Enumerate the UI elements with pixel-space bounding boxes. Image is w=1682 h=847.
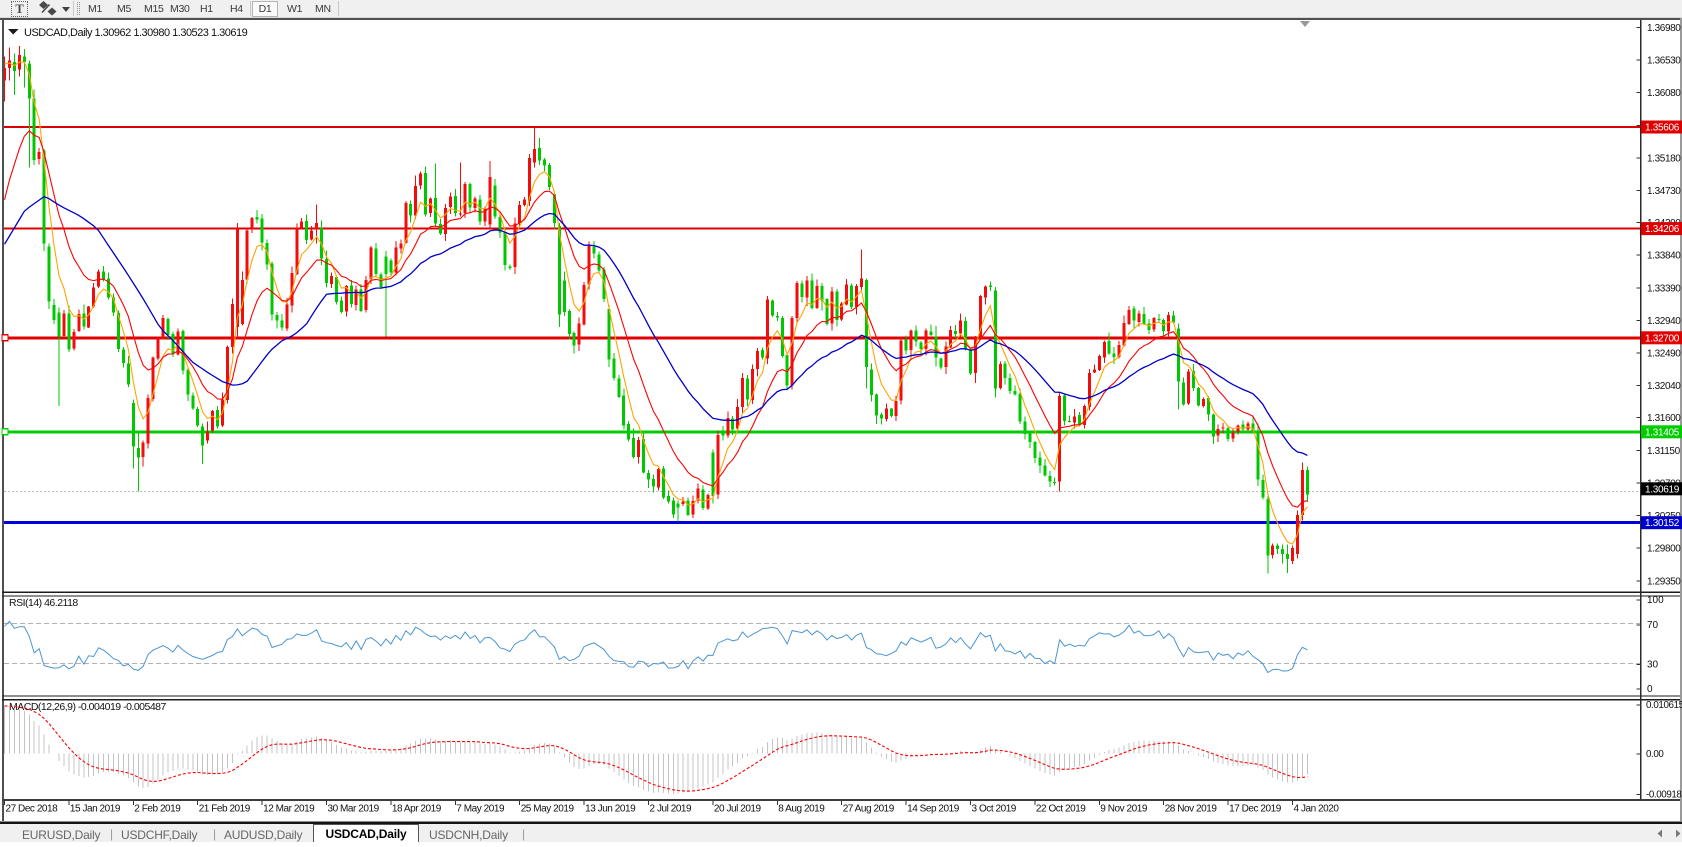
svg-text:1.33390: 1.33390 [1647,283,1681,294]
svg-text:1.35606: 1.35606 [1645,123,1680,134]
svg-text:MACD(12,26,9) -0.004019 -0.005: MACD(12,26,9) -0.004019 -0.005487 [9,701,167,713]
svg-text:20 Jul 2019: 20 Jul 2019 [714,804,762,815]
svg-text:1.32700: 1.32700 [1645,333,1680,344]
svg-text:13 Jun 2019: 13 Jun 2019 [585,804,636,815]
svg-text:1.29350: 1.29350 [1647,576,1681,587]
svg-text:1.32490: 1.32490 [1647,349,1681,360]
svg-text:8 Aug 2019: 8 Aug 2019 [778,804,825,815]
svg-text:70: 70 [1647,620,1659,631]
svg-text:1.32940: 1.32940 [1647,316,1681,327]
svg-text:0.010615: 0.010615 [1646,700,1682,711]
svg-text:-0.00918: -0.00918 [1646,790,1682,801]
svg-text:0.00: 0.00 [1646,749,1664,760]
svg-text:2 Jul 2019: 2 Jul 2019 [650,804,693,815]
svg-text:1.36980: 1.36980 [1647,23,1681,34]
svg-text:30 Mar 2019: 30 Mar 2019 [328,804,380,815]
svg-text:15 Jan 2019: 15 Jan 2019 [70,804,121,815]
svg-text:30: 30 [1647,660,1659,671]
svg-text:1.30152: 1.30152 [1645,518,1680,529]
svg-text:1.30619: 1.30619 [1645,484,1680,495]
svg-text:25 May 2019: 25 May 2019 [521,804,575,815]
svg-text:1.31150: 1.31150 [1647,446,1681,457]
svg-text:RSI(14) 46.2118: RSI(14) 46.2118 [9,597,78,609]
svg-text:1.33840: 1.33840 [1647,251,1681,262]
svg-text:14 Sep 2019: 14 Sep 2019 [907,804,960,815]
svg-text:27 Aug 2019: 27 Aug 2019 [843,804,895,815]
svg-text:1.36530: 1.36530 [1647,56,1681,67]
svg-text:9 Nov 2019: 9 Nov 2019 [1100,804,1148,815]
svg-text:2 Feb 2019: 2 Feb 2019 [134,804,181,815]
svg-text:1.31600: 1.31600 [1647,413,1681,424]
svg-text:3 Oct 2019: 3 Oct 2019 [972,804,1017,815]
svg-text:100: 100 [1647,595,1664,606]
svg-text:4 Jan 2020: 4 Jan 2020 [1294,804,1340,815]
svg-text:1.35180: 1.35180 [1647,153,1681,164]
svg-text:0: 0 [1647,684,1653,695]
svg-text:17 Dec 2019: 17 Dec 2019 [1229,804,1282,815]
svg-text:12 Mar 2019: 12 Mar 2019 [263,804,315,815]
svg-text:1.31405: 1.31405 [1645,427,1680,438]
svg-text:18 Apr 2019: 18 Apr 2019 [392,804,442,815]
svg-text:28 Nov 2019: 28 Nov 2019 [1165,804,1218,815]
svg-text:21 Feb 2019: 21 Feb 2019 [199,804,251,815]
svg-text:USDCAD,Daily 1.30962 1.30980: USDCAD,Daily 1.30962 1.30980 1.30523 1.3… [24,27,248,39]
svg-text:1.34206: 1.34206 [1645,224,1680,235]
svg-text:1.29800: 1.29800 [1647,544,1681,555]
svg-text:22 Oct 2019: 22 Oct 2019 [1036,804,1086,815]
svg-text:1.34730: 1.34730 [1647,186,1681,197]
svg-text:1.36080: 1.36080 [1647,88,1681,99]
svg-text:27 Dec 2018: 27 Dec 2018 [6,804,59,815]
svg-text:7 May 2019: 7 May 2019 [456,804,505,815]
svg-text:1.32040: 1.32040 [1647,381,1681,392]
